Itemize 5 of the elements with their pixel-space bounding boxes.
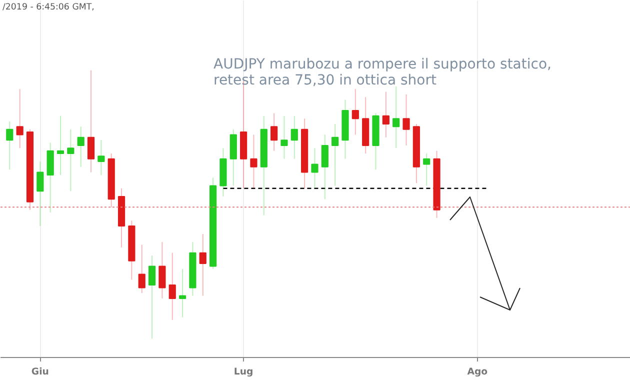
annotation: AUDJPY marubozu a rompere il supporto statico, retest area 75,30 in ottica short — [214, 56, 552, 88]
x-tick-label: Ago — [467, 366, 488, 378]
text: /2019 - 6:45:06 GMT, — [2, 2, 94, 12]
x-tick-label: Giu — [31, 366, 49, 378]
x-tick-label: Lug — [234, 366, 254, 378]
